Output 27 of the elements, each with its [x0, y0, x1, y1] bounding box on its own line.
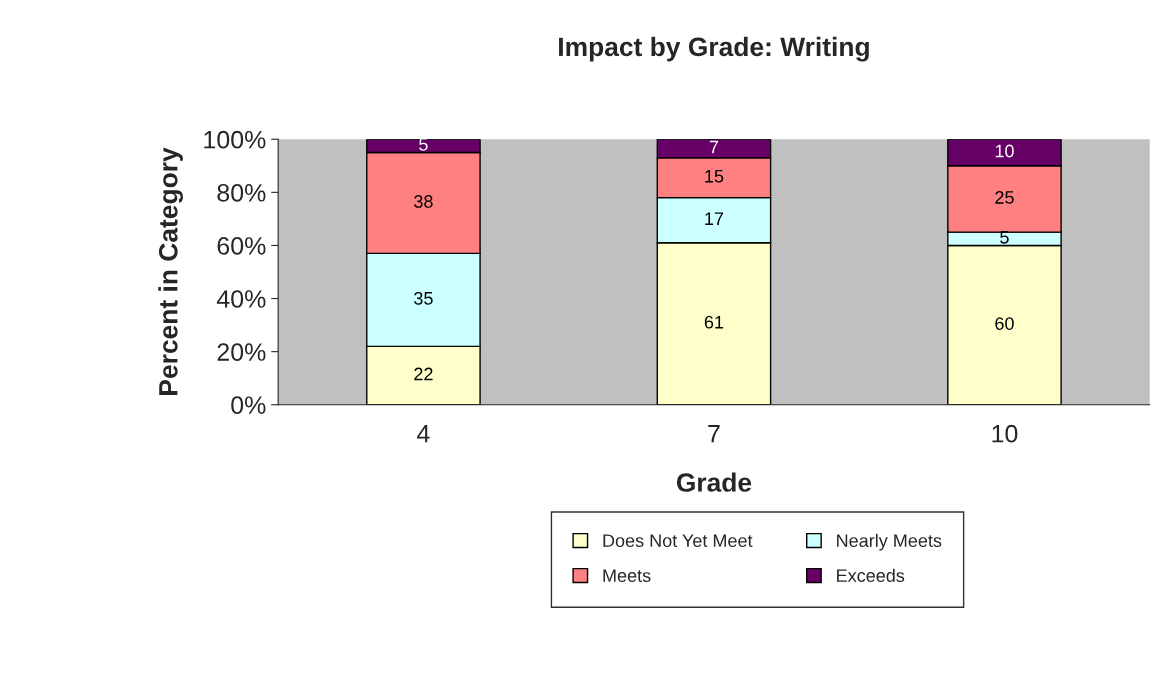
- data-label: 60: [995, 317, 1014, 330]
- data-label: 17: [705, 212, 724, 225]
- x-tick-label: 4: [417, 425, 430, 443]
- y-tick-label: 20%: [217, 343, 266, 361]
- data-label: 5: [1000, 231, 1009, 244]
- y-tick-label: 0%: [231, 396, 266, 415]
- legend-label: Exceeds: [837, 568, 905, 582]
- y-tick-label: 60%: [217, 237, 266, 255]
- data-label: 38: [414, 195, 433, 208]
- y-axis-title: Percent in Category: [158, 147, 183, 395]
- y-tick-label: 100%: [204, 130, 266, 149]
- x-tick-label: 7: [708, 425, 720, 443]
- x-tick-label: 10: [992, 424, 1018, 443]
- legend-label: Meets: [603, 569, 651, 582]
- legend-label: Does Not Yet Meet: [603, 534, 753, 548]
- data-label: 35: [414, 291, 433, 305]
- y-tick-label: 40%: [216, 290, 266, 308]
- data-label: 61: [704, 315, 724, 329]
- data-label: 22: [414, 367, 433, 381]
- chart-title: Impact by Grade: Writing: [559, 36, 869, 62]
- data-label: 10: [995, 144, 1014, 158]
- y-tick-label: 80%: [217, 183, 266, 202]
- data-label: 25: [995, 191, 1014, 204]
- data-label: 15: [705, 170, 724, 183]
- data-label: 7: [709, 140, 719, 154]
- legend-label: Nearly Meets: [837, 533, 942, 551]
- x-axis-title: Grade: [676, 472, 752, 492]
